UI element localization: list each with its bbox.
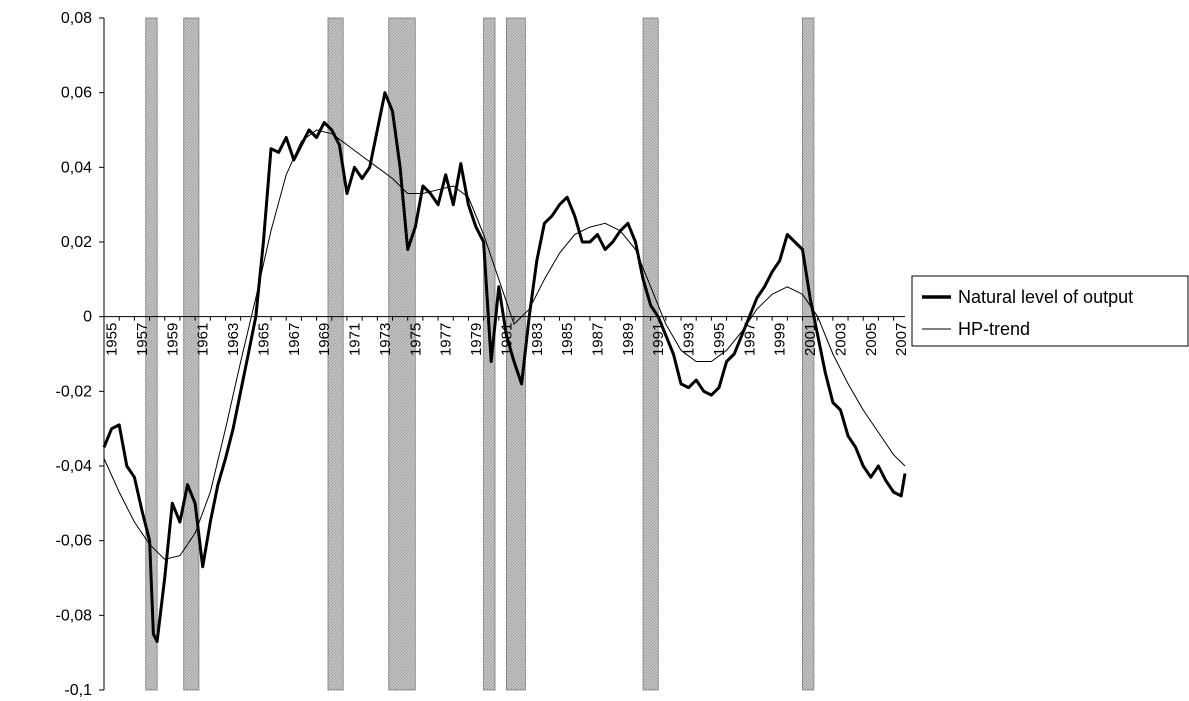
legend-box (911, 275, 1189, 347)
x-tick-label: 1989 (620, 323, 637, 356)
x-tick-label: 1971 (347, 323, 364, 356)
x-tick-label: 1957 (134, 323, 151, 356)
x-tick-label: 2005 (863, 323, 880, 356)
recession-band-2 (327, 17, 344, 691)
y-tick-label: -0,08 (56, 607, 93, 624)
y-tick-label: -0,02 (56, 383, 93, 400)
y-tick-label: -0,1 (64, 682, 92, 699)
recession-band-7 (802, 17, 815, 691)
y-tick-label: -0,06 (56, 533, 93, 550)
recession-band-0 (145, 17, 158, 691)
x-tick-label: 1991 (650, 323, 667, 356)
series-line-1 (103, 129, 906, 560)
x-tick-label: 1967 (286, 323, 303, 356)
x-tick-label: 1961 (195, 323, 212, 356)
x-tick-label: 1993 (681, 323, 698, 356)
y-axis: 0,08 0,06 0,04 0,02 0 -0,02 -0,04 -0,06 -0,08 -0,… (56, 10, 105, 699)
x-tick-label: 1987 (590, 323, 607, 356)
y-tick-label: 0,06 (61, 85, 92, 102)
x-tick-label: 1995 (711, 323, 728, 356)
y-tick-label: -0,04 (56, 458, 93, 475)
y-tick-label: 0 (83, 309, 92, 326)
x-tick-label: 1973 (377, 323, 394, 356)
x-tick-label: 1955 (104, 323, 121, 356)
x-tick-label: 1983 (529, 323, 546, 356)
x-tick-label: 1963 (225, 323, 242, 356)
legend-label-hp-trend: HP-trend (958, 319, 1030, 339)
y-tick-label: 0,04 (61, 159, 92, 176)
x-tick-label: 1997 (741, 323, 758, 356)
series-lines (102, 91, 907, 643)
x-tick-label: 1975 (407, 323, 424, 356)
series-line-0 (102, 91, 907, 643)
x-tick-label: 1965 (255, 323, 272, 356)
x-tick-label: 1977 (438, 323, 455, 356)
recession-band-1 (183, 17, 200, 691)
x-tick-label: 1969 (316, 323, 333, 356)
y-tick-label: 0,08 (61, 10, 92, 27)
x-tick-label: 1985 (559, 323, 576, 356)
x-tick-label: 2001 (802, 323, 819, 356)
x-tick-label: 1959 (164, 323, 181, 356)
legend-label-natural-output: Natural level of output (958, 287, 1133, 307)
x-tick-label: 1999 (772, 323, 789, 356)
recession-band-3 (388, 17, 416, 691)
recession-band-6 (642, 17, 659, 691)
x-tick-label: 2007 (893, 323, 910, 356)
x-tick-label: 1979 (468, 323, 485, 356)
legend: Natural level of output HP-trend (911, 275, 1189, 347)
y-tick-label: 0,02 (61, 234, 92, 251)
x-tick-label: 2003 (832, 323, 849, 356)
